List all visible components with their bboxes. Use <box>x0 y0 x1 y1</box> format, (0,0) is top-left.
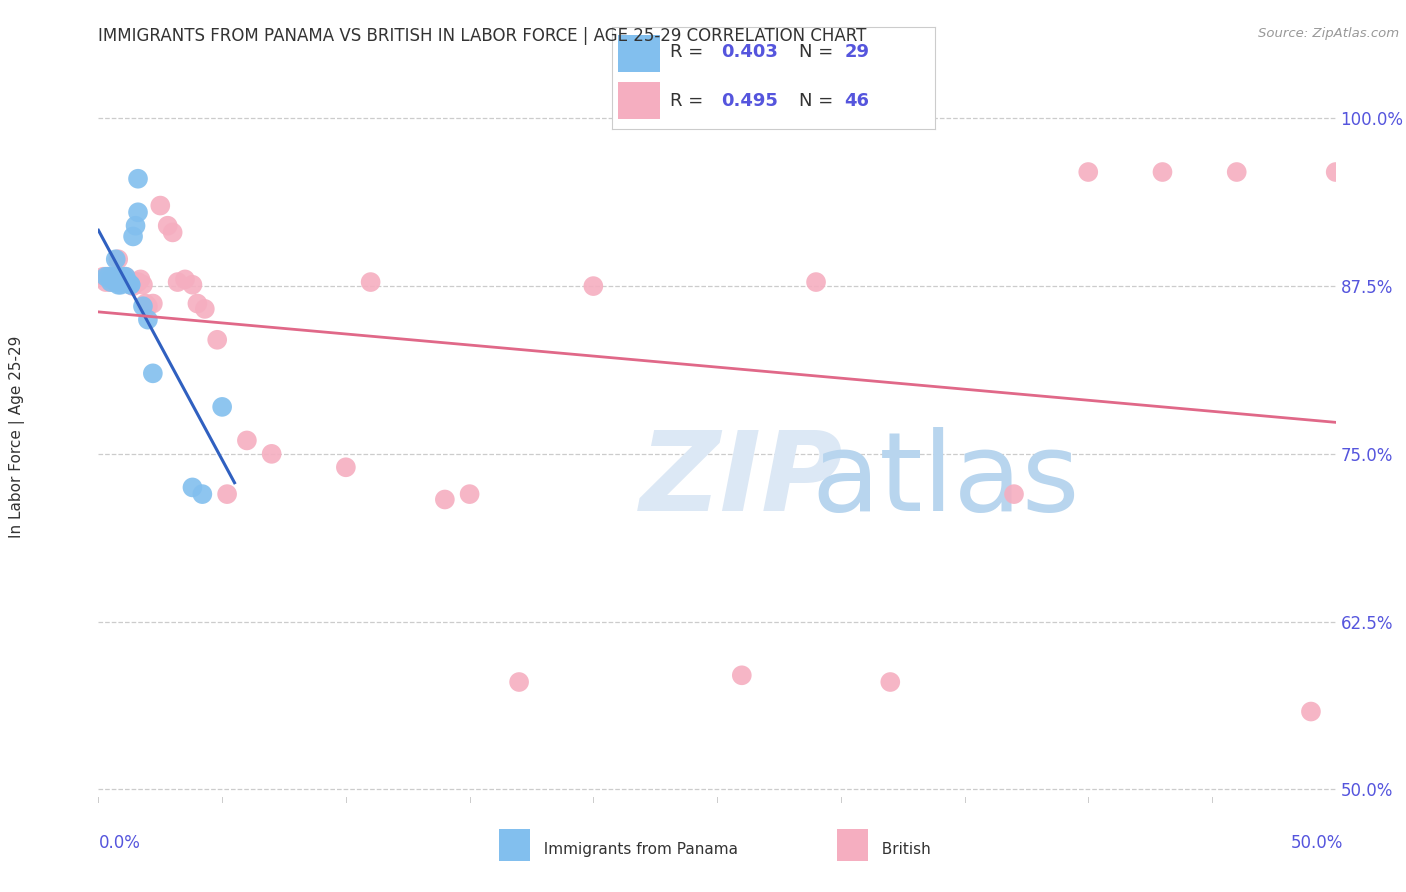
Text: 50.0%: 50.0% <box>1291 834 1343 852</box>
Point <box>136 299 159 313</box>
Point <box>117 275 139 289</box>
Point <box>107 252 129 267</box>
Point <box>186 296 208 310</box>
Point <box>127 275 149 289</box>
Point <box>97 269 120 284</box>
Text: ZIP: ZIP <box>640 427 844 534</box>
Point <box>97 269 120 284</box>
Point <box>110 269 132 284</box>
Point <box>181 480 204 494</box>
Point <box>211 400 233 414</box>
Point <box>879 675 901 690</box>
Point <box>100 272 122 286</box>
Point <box>107 272 129 286</box>
Point <box>1002 487 1025 501</box>
Point <box>124 275 146 289</box>
Point <box>120 277 142 292</box>
Point <box>93 269 115 284</box>
Point <box>132 277 155 292</box>
Point <box>731 668 754 682</box>
Point <box>100 275 122 289</box>
Point <box>124 219 146 233</box>
Point <box>181 277 204 292</box>
Point <box>122 229 145 244</box>
Point <box>136 312 159 326</box>
Point <box>132 299 155 313</box>
Point <box>94 269 117 284</box>
Point <box>458 487 481 501</box>
Text: British: British <box>872 842 931 857</box>
Point <box>114 269 136 284</box>
Point <box>112 275 135 289</box>
Text: 0.0%: 0.0% <box>98 834 141 852</box>
Point <box>508 675 530 690</box>
Point <box>162 226 184 240</box>
Text: IMMIGRANTS FROM PANAMA VS BRITISH IN LABOR FORCE | AGE 25-29 CORRELATION CHART: IMMIGRANTS FROM PANAMA VS BRITISH IN LAB… <box>98 27 866 45</box>
Text: Immigrants from Panama: Immigrants from Panama <box>534 842 738 857</box>
Point <box>260 447 283 461</box>
Point <box>433 492 456 507</box>
Point <box>110 277 132 292</box>
Text: In Labor Force | Age 25-29: In Labor Force | Age 25-29 <box>8 336 25 538</box>
Point <box>103 269 125 284</box>
Point <box>1324 165 1347 179</box>
Point <box>156 219 179 233</box>
Point <box>582 279 605 293</box>
Point <box>104 275 127 289</box>
Point <box>107 277 129 292</box>
Point <box>103 272 125 286</box>
Point <box>191 487 214 501</box>
Point <box>112 269 135 284</box>
Point <box>205 333 228 347</box>
Point <box>112 272 135 286</box>
Point <box>103 272 125 286</box>
Point <box>104 275 127 289</box>
Point <box>142 296 165 310</box>
Point <box>194 301 217 316</box>
Point <box>335 460 357 475</box>
Point <box>1299 705 1322 719</box>
Point <box>149 198 172 212</box>
Point <box>217 487 239 501</box>
Point <box>117 275 139 289</box>
Point <box>114 269 136 284</box>
Point <box>104 252 127 267</box>
Point <box>129 272 152 286</box>
Text: 46: 46 <box>845 92 869 110</box>
Point <box>360 275 382 289</box>
Bar <box>619 82 661 119</box>
Point <box>110 272 132 286</box>
Text: 0.403: 0.403 <box>721 44 779 62</box>
Point <box>142 367 165 381</box>
Text: N =: N = <box>799 44 839 62</box>
Point <box>174 272 197 286</box>
Text: Source: ZipAtlas.com: Source: ZipAtlas.com <box>1258 27 1399 40</box>
Point <box>1226 165 1249 179</box>
Point <box>122 279 145 293</box>
Point <box>804 275 827 289</box>
Point <box>127 171 149 186</box>
Point <box>94 275 117 289</box>
Point <box>127 205 149 219</box>
Point <box>114 275 136 289</box>
Point <box>100 275 122 289</box>
Point <box>1152 165 1174 179</box>
Point <box>236 434 259 448</box>
Text: 0.495: 0.495 <box>721 92 779 110</box>
Point <box>120 277 142 292</box>
Text: 29: 29 <box>845 44 869 62</box>
Text: atlas: atlas <box>811 427 1080 534</box>
Text: R =: R = <box>669 44 709 62</box>
Text: R =: R = <box>669 92 709 110</box>
Point <box>1077 165 1099 179</box>
Text: N =: N = <box>799 92 839 110</box>
Point <box>166 275 188 289</box>
Bar <box>619 35 661 72</box>
Point <box>134 296 156 310</box>
